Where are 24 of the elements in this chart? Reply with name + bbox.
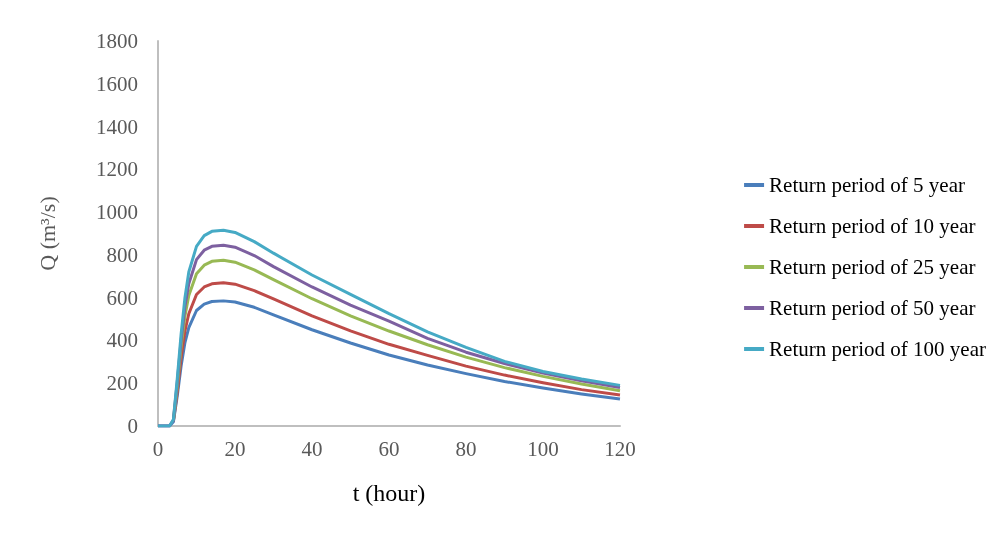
y-tick-label: 1200 (96, 157, 138, 182)
x-tick-label: 80 (455, 436, 477, 461)
legend-label: Return period of 25 year (769, 255, 976, 279)
x-axis-title: t (hour) (352, 480, 426, 506)
x-tick-label: 40 (301, 436, 323, 461)
legend-label: Return period of 100 year (769, 337, 987, 361)
legend-label: Return period of 10 year (769, 214, 976, 238)
y-tick-label: 1600 (96, 71, 138, 96)
legend-label: Return period of 5 year (769, 173, 966, 197)
y-axis-title: Q (m³/s) (34, 196, 60, 271)
y-tick-label: 600 (106, 285, 138, 310)
y-tick-label: 1400 (96, 114, 138, 139)
x-tick-label: 20 (224, 436, 246, 461)
x-tick-label: 120 (604, 436, 636, 461)
x-tick-label: 0 (152, 436, 164, 461)
y-tick-label: 800 (106, 242, 138, 267)
y-tick-label: 400 (106, 328, 138, 353)
y-tick-label: 0 (127, 414, 138, 438)
y-tick-label: 1000 (96, 200, 138, 225)
legend-label: Return period of 50 year (769, 296, 976, 320)
y-tick-label: 200 (106, 371, 138, 396)
y-tick-label: 1800 (96, 29, 138, 53)
x-tick-label: 60 (378, 436, 400, 461)
x-tick-label: 100 (527, 436, 559, 461)
